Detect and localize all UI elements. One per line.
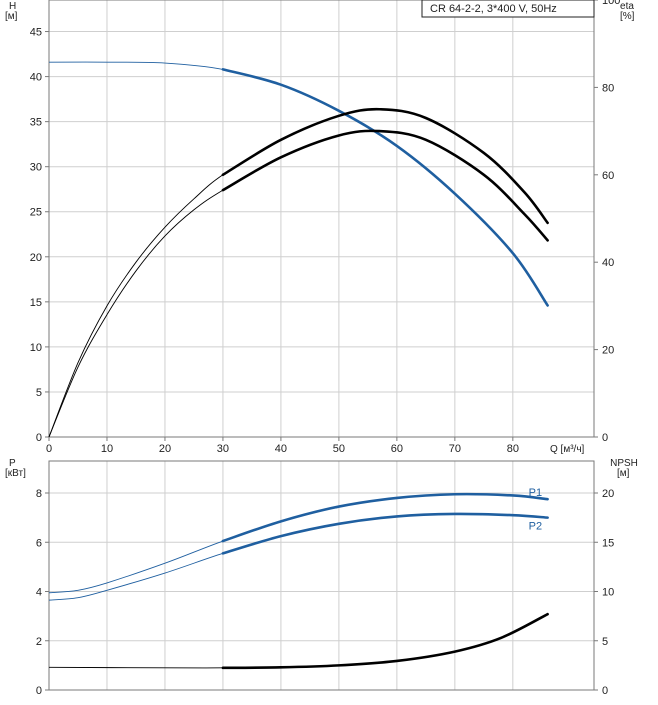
plot-frame [48,0,595,438]
x-tick-label: 40 [275,443,287,455]
series-label-p1: P1 [529,487,542,499]
x-tick-label: 20 [159,443,171,455]
series-p1-curve-thick [221,492,549,543]
series-curve-thin [48,61,548,306]
title-box [421,0,595,18]
x-tick-label: 10 [101,443,113,455]
series-curve-thin [48,130,548,438]
y-right-tick-label: 80 [602,82,614,94]
x-tick-label: 70 [449,443,461,455]
x-tick-label: 0 [46,443,52,455]
y-right-label: eta [620,1,634,12]
y-left-tick-label: 40 [30,72,42,84]
power-npsh-chart: 0 2 4 6 8 0 5 10 15 20 P[кВт] NPSH[м] P1 P2 [5,458,638,697]
y-right-label: NPSH [610,458,638,469]
y-left-unit: [м] [5,11,18,22]
y-right-unit: [%] [620,11,635,22]
y-right-tick-label: 100 [602,0,620,7]
y-left-tick-label: 20 [30,252,42,264]
y-right-tick-label: 0 [602,685,608,697]
y-right-tick-label: 10 [602,587,614,599]
y-left-label: H [9,1,16,12]
y-right-tick-label: 20 [602,345,614,357]
y-left-tick-label: 15 [30,297,42,309]
y-left-tick-label: 5 [36,387,42,399]
y-left-label: P [9,458,16,469]
y-left-tick-label: 35 [30,117,42,129]
x-axis-label: Q [м³/ч] [550,444,585,455]
series-p2-curve-thin [48,513,548,601]
series-curve-thin [48,108,548,438]
series-curve-thick [221,68,549,307]
x-tick-label: 50 [333,443,345,455]
title-box-text: CR 64-2-2, 3*400 V, 50Hz [430,3,557,15]
series-p2-curve-thick [221,512,549,555]
y-left-tick-label: 10 [30,342,42,354]
y-left-tick-label: 25 [30,207,42,219]
y-left-tick-label: 4 [36,587,42,599]
y-left-tick-label: 0 [36,432,42,444]
series-p1-curve-thin [48,493,548,594]
series-curve-thick [221,612,549,670]
y-left-tick-label: 0 [36,685,42,697]
x-tick-label: 30 [217,443,229,455]
y-left-tick-label: 6 [36,537,42,549]
series-curve-thick [221,107,549,225]
y-right-tick-label: 0 [602,432,608,444]
y-left-tick-label: 30 [30,162,42,174]
y-left-tick-label: 2 [36,636,42,648]
y-right-tick-label: 20 [602,488,614,500]
y-right-tick-label: 60 [602,170,614,182]
head-efficiency-chart: 051015202530354045020406080100H[м]eta[%]… [5,0,635,455]
series-label-p2: P2 [529,521,542,533]
y-left-tick-label: 8 [36,488,42,500]
y-right-tick-label: 15 [602,537,614,549]
y-right-tick-label: 40 [602,257,614,269]
y-left-tick-label: 45 [30,27,42,39]
y-right-unit: [м] [617,468,630,479]
x-tick-label: 80 [507,443,519,455]
x-tick-label: 60 [391,443,403,455]
plot-frame [48,460,595,691]
y-right-tick-label: 5 [602,636,608,648]
series-curve-thick [221,129,549,242]
y-left-unit: [кВт] [5,468,26,479]
